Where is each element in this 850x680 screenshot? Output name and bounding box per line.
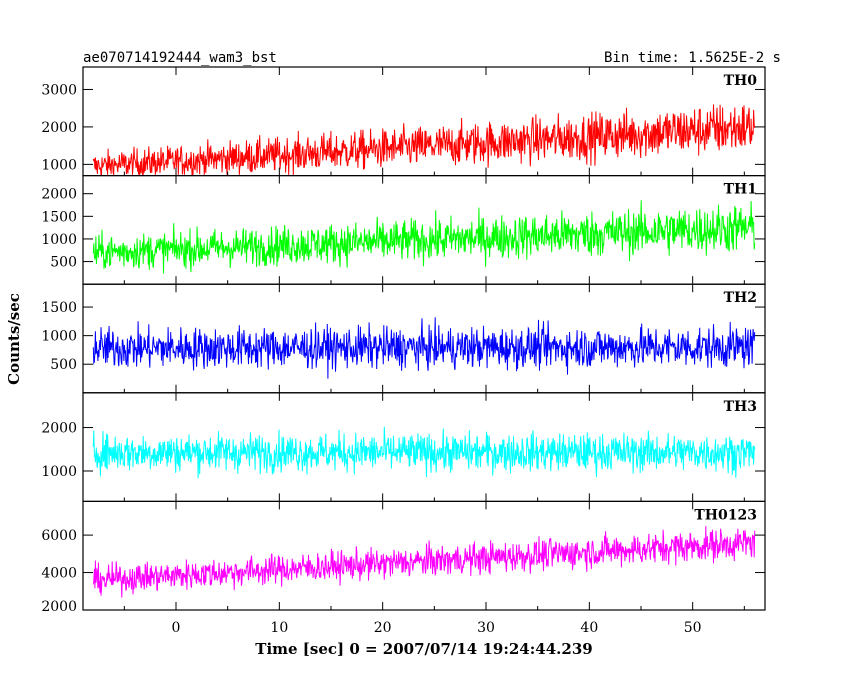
- panel-label-th2: TH2: [724, 290, 757, 306]
- bin-time-label: Bin time: 1.5625E-2 s: [604, 50, 781, 66]
- series-th2: [92, 317, 756, 379]
- panel-label-th0123: TH0123: [694, 507, 757, 523]
- y-tick-label: 2000: [41, 599, 77, 615]
- series-th3: [92, 426, 756, 479]
- x-tick-label: 20: [374, 620, 392, 636]
- y-tick-label: 1000: [41, 464, 77, 480]
- x-axis: 0 10 20 30 40 50: [172, 620, 702, 636]
- panel-label-th3: TH3: [724, 399, 757, 415]
- y-tick-label: 1000: [41, 232, 77, 248]
- series-th0: [92, 104, 756, 176]
- y-tick-label: 2000: [41, 421, 77, 437]
- y-tick-label: 3000: [41, 82, 77, 98]
- series-th1: [92, 200, 756, 274]
- y-tick-label: 1500: [41, 209, 77, 225]
- y-tick-label: 500: [50, 357, 77, 373]
- y-tick-label: 1000: [41, 157, 77, 173]
- x-tick-label: 30: [477, 620, 495, 636]
- panel-th0: 1000 2000 3000 TH0: [41, 66, 766, 177]
- panel-frame: [82, 66, 766, 177]
- panel-th2: 500 1000 1500 TH2: [41, 283, 766, 394]
- panel-th3: 1000 2000 TH3: [41, 392, 766, 502]
- x-tick-label: 50: [684, 620, 702, 636]
- y-axis-title: Counts/sec: [5, 293, 23, 385]
- chart-title: ae070714192444_wam3_bst: [83, 50, 277, 66]
- y-tick-label: 1500: [41, 300, 77, 316]
- x-tick-label: 10: [270, 620, 288, 636]
- x-tick-label: 0: [172, 620, 181, 636]
- y-tick-label: 6000: [41, 528, 77, 544]
- series-th0123: [92, 526, 756, 598]
- panel-th1: 500 1000 1500 2000 TH1: [41, 175, 766, 285]
- panel-label-th0: TH0: [724, 73, 758, 89]
- panel-label-th1: TH1: [724, 182, 757, 198]
- y-tick-label: 1000: [41, 329, 77, 345]
- y-tick-label: 4000: [41, 566, 77, 582]
- y-tick-label: 2000: [41, 120, 77, 136]
- panel-frame: [82, 500, 766, 611]
- x-tick-label: 40: [580, 620, 598, 636]
- y-tick-label: 500: [50, 255, 77, 271]
- panel-th0123: 2000 4000 6000 TH0123: [41, 500, 766, 615]
- panels-group: 1000 2000 3000 TH0 500 1000 1500 2000 TH1 500 1000…: [41, 66, 766, 615]
- x-axis-title: Time [sec] 0 = 2007/07/14 19:24:44.239: [255, 640, 592, 658]
- y-tick-label: 2000: [41, 187, 77, 203]
